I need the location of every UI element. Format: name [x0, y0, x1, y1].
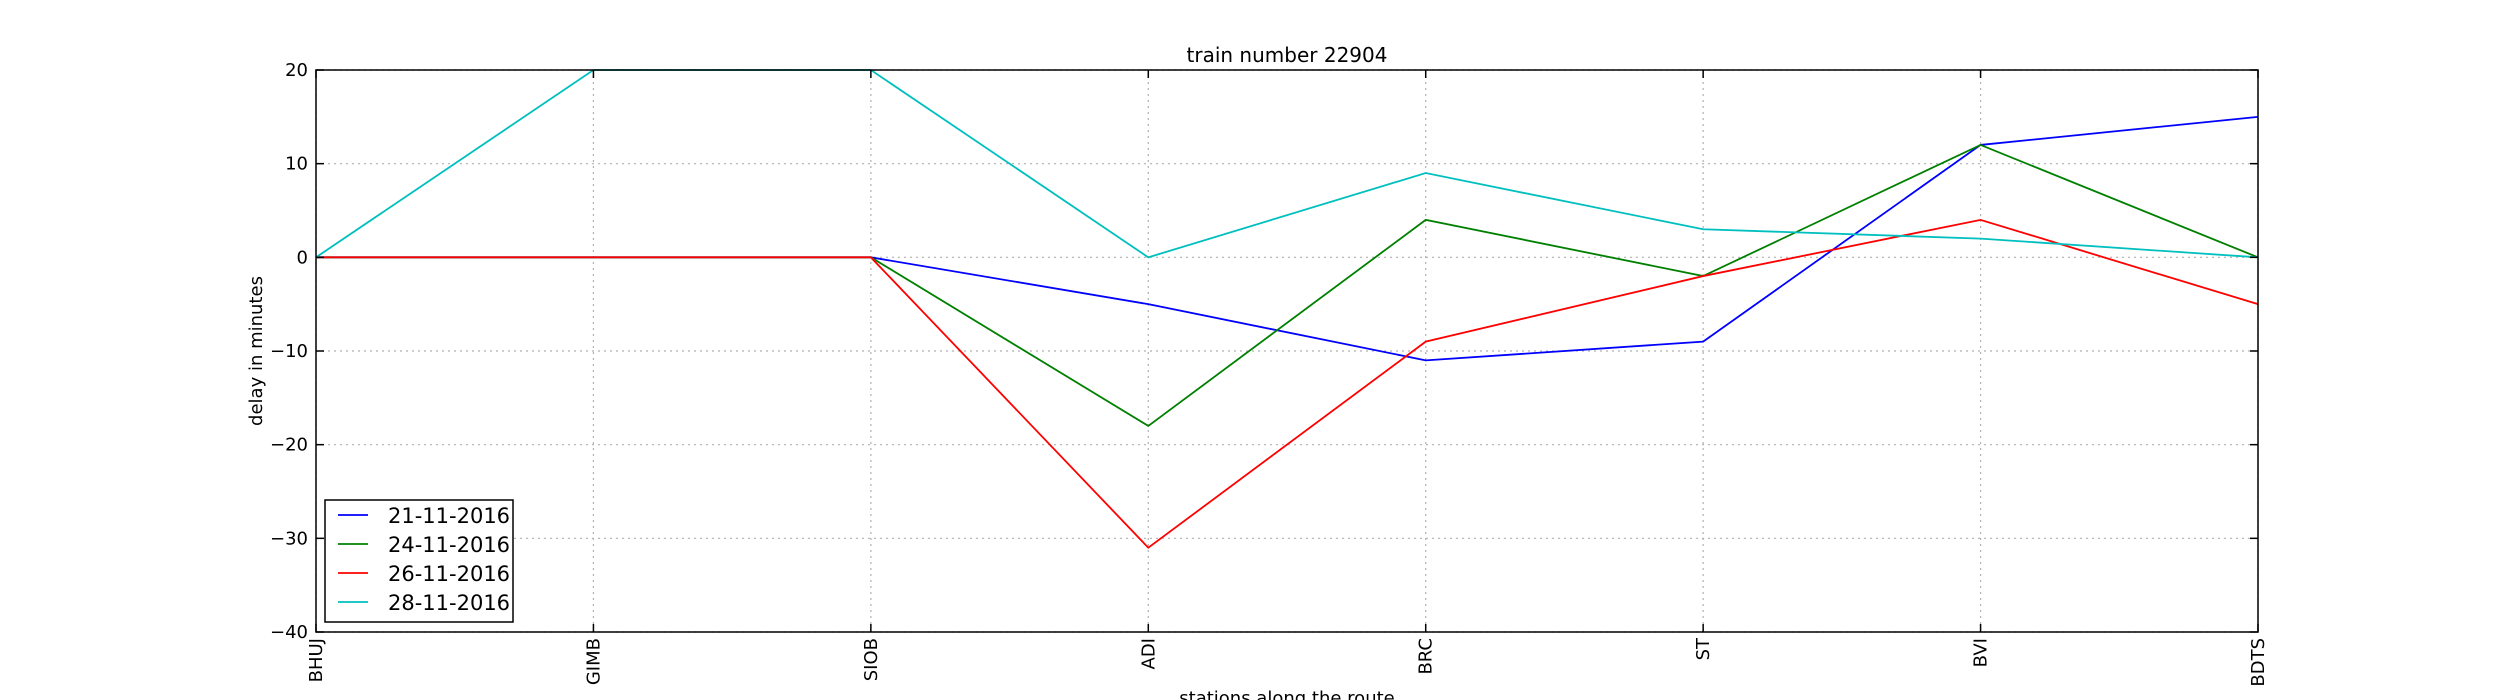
series-lines [315, 69, 2259, 549]
x-tick-label: SIOB [861, 638, 882, 681]
x-tick-label: GIMB [583, 638, 604, 685]
y-tick-label: −20 [270, 435, 308, 456]
y-tick-label: −10 [270, 341, 308, 362]
x-tick-label: ADI [1138, 638, 1159, 669]
legend-entry: 26-11-2016 [388, 562, 510, 586]
series-line [316, 218, 2259, 549]
legend-entry: 28-11-2016 [388, 591, 510, 615]
x-tick-label: BRC [1416, 638, 1437, 675]
x-tick-label: ST [1693, 637, 1714, 660]
series-line [316, 143, 2259, 428]
x-axis-label: stations along the route [1179, 688, 1394, 700]
legend-entry: 24-11-2016 [388, 533, 510, 557]
y-tick-label: −30 [270, 528, 308, 549]
legend-entry: 21-11-2016 [388, 504, 510, 528]
legend: 21-11-2016 24-11-2016 26-11-2016 28-11-2016 [324, 499, 514, 623]
y-tick-label: 10 [285, 154, 308, 175]
y-tick-label: 20 [285, 60, 308, 81]
x-tick-label: BHUJ [306, 638, 327, 682]
y-axis-label: delay in minutes [246, 276, 267, 426]
y-tick-label: −40 [270, 622, 308, 643]
y-tick-label: 0 [297, 247, 308, 268]
x-tick-label: BDTS [2248, 638, 2269, 687]
ticks: −40 −30 −20 −10 0 10 20 BHUJ GIMB SIOB ADI BRC ST BVI… [270, 60, 2269, 687]
chart-title: train number 22904 [1187, 43, 1388, 67]
x-tick-label: BVI [1971, 638, 1992, 667]
